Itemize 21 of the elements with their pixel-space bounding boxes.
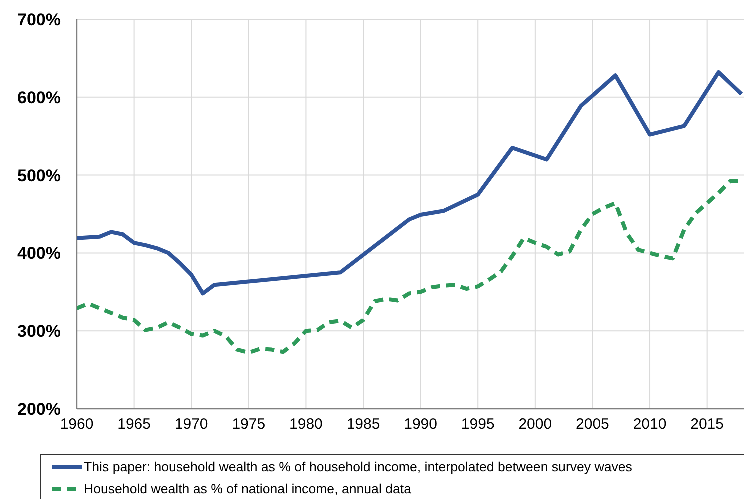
x-tick-label: 2000 — [518, 416, 552, 433]
y-tick-label: 300% — [18, 322, 61, 342]
x-tick-label: 1995 — [461, 416, 495, 433]
x-tick-label: 1975 — [232, 416, 266, 433]
y-tick-label: 600% — [18, 88, 61, 108]
x-tick-label: 1980 — [290, 416, 323, 433]
line-series — [77, 70, 744, 296]
legend-label: This paper: household wealth as % of household income, interpolated between survey waves — [84, 460, 633, 475]
x-tick-label: 1990 — [404, 416, 438, 433]
y-tick-label: 700% — [18, 10, 61, 30]
x-tick-label: 2015 — [690, 416, 724, 433]
y-tick-label: 200% — [18, 400, 61, 419]
legend-label: Household wealth as % of national income, annual data — [84, 482, 412, 497]
y-tick-label: 400% — [18, 244, 61, 264]
x-tick-label: 2010 — [633, 416, 667, 433]
x-tick-label: 2005 — [576, 416, 610, 433]
x-tick-label: 1985 — [346, 416, 380, 433]
x-tick-label: 1970 — [174, 416, 208, 433]
x-tick-label: 1960 — [60, 416, 94, 433]
x-tick-label: 1965 — [118, 416, 151, 433]
y-tick-label: 500% — [18, 166, 61, 186]
